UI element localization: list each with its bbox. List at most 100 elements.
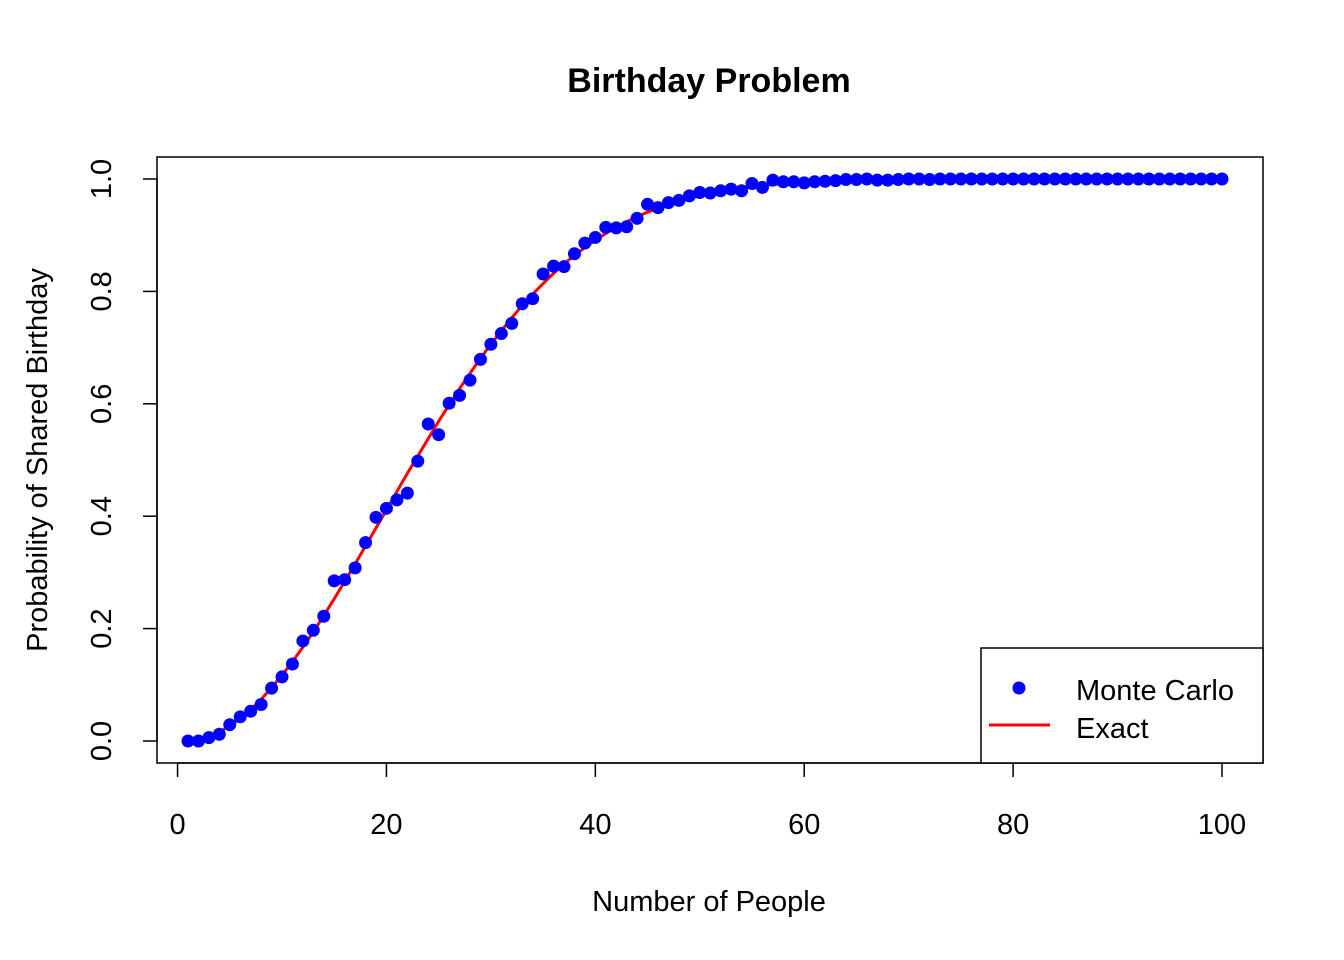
monte-carlo-point [223,718,237,732]
monte-carlo-point [735,184,749,198]
monte-carlo-point [829,174,843,188]
monte-carlo-point [473,352,487,366]
monte-carlo-point [954,172,968,186]
monte-carlo-point [369,510,383,524]
monte-carlo-point [1215,172,1229,186]
monte-carlo-point [191,734,205,748]
monte-carlo-point [776,175,790,189]
y-axis: 0.0 0.2 0.4 0.6 0.8 1.0 [86,159,158,761]
monte-carlo-point [985,172,999,186]
monte-carlo-point [661,196,675,210]
monte-carlo-point [233,710,247,724]
monte-carlo-point [1048,172,1062,186]
monte-carlo-point [453,388,467,402]
y-tick-label: 0.0 [86,721,118,761]
monte-carlo-point [933,172,947,186]
chart-title: Birthday Problem [567,62,850,100]
monte-carlo-point [212,727,226,741]
monte-carlo-point [338,573,352,587]
monte-carlo-point [1163,172,1177,186]
monte-carlo-point [1058,172,1072,186]
y-tick-label: 1.0 [86,159,118,199]
monte-carlo-point [359,536,373,550]
x-tick-label: 20 [370,809,402,841]
monte-carlo-point [317,609,331,623]
x-tick-label: 0 [169,809,185,841]
legend-marker-monte-carlo [1012,681,1026,695]
legend-label-monte-carlo: Monte Carlo [1076,675,1234,707]
monte-carlo-point [672,193,686,207]
monte-carlo-point [557,260,571,274]
monte-carlo-point [515,297,529,311]
monte-carlo-point [599,220,613,234]
x-tick-label: 80 [997,809,1029,841]
monte-carlo-point [1100,172,1114,186]
monte-carlo-point [327,574,341,588]
legend-label-exact: Exact [1076,713,1149,745]
monte-carlo-point [1131,172,1145,186]
monte-carlo-point [766,173,780,187]
legend-box [980,647,1264,764]
monte-carlo-point [411,454,425,468]
monte-carlo-point [923,173,937,187]
monte-carlo-point [442,396,456,410]
monte-carlo-point [1121,172,1135,186]
monte-carlo-point [1194,172,1208,186]
monte-carlo-point [630,211,644,225]
monte-carlo-point [1184,172,1198,186]
x-axis-label: Number of People [592,886,826,918]
monte-carlo-point [306,623,320,637]
monte-carlo-point [891,173,905,187]
monte-carlo-point [724,182,738,196]
monte-carlo-point [275,670,289,684]
monte-carlo-point [975,172,989,186]
monte-carlo-point [296,634,310,648]
monte-carlo-point [641,197,655,211]
monte-carlo-point [348,561,362,575]
y-tick-label: 0.8 [86,271,118,311]
monte-carlo-point [996,172,1010,186]
monte-carlo-point [432,428,446,442]
monte-carlo-point [588,230,602,244]
monte-carlo-point [818,174,832,188]
monte-carlo-point [693,185,707,199]
x-tick-label: 100 [1198,809,1246,841]
monte-carlo-point [849,173,863,187]
monte-carlo-point [1069,172,1083,186]
monte-carlo-point [567,247,581,261]
monte-carlo-point [808,175,822,189]
monte-carlo-point [714,184,728,198]
monte-carlo-point [609,221,623,235]
monte-carlo-point [682,189,696,203]
monte-carlo-point [547,259,561,273]
monte-carlo-point [787,175,801,189]
monte-carlo-point [463,373,477,387]
monte-carlo-point [526,292,540,306]
monte-carlo-point [943,172,957,186]
monte-carlo-point [1090,172,1104,186]
monte-carlo-point [202,731,216,745]
x-axis: 0 20 40 60 80 100 [169,762,1246,841]
monte-carlo-point [390,493,404,507]
y-axis-label: Probability of Shared Birthday [22,268,54,652]
monte-carlo-point [578,236,592,250]
monte-carlo-point [964,172,978,186]
monte-carlo-point [421,417,435,431]
monte-carlo-point [1205,172,1219,186]
monte-carlo-point [505,316,519,330]
monte-carlo-point [912,172,926,186]
monte-carlo-point [839,173,853,187]
monte-carlo-point [745,176,759,190]
monte-carlo-point [870,173,884,187]
monte-carlo-point [902,172,916,186]
x-tick-label: 40 [579,809,611,841]
monte-carlo-point [620,220,634,234]
monte-carlo-point [703,186,717,200]
monte-carlo-point [181,734,195,748]
monte-carlo-point [244,704,258,718]
monte-carlo-point [400,486,414,500]
monte-carlo-point [494,327,508,341]
monte-carlo-point [1006,172,1020,186]
monte-carlo-point [651,201,665,215]
monte-carlo-point [1142,172,1156,186]
